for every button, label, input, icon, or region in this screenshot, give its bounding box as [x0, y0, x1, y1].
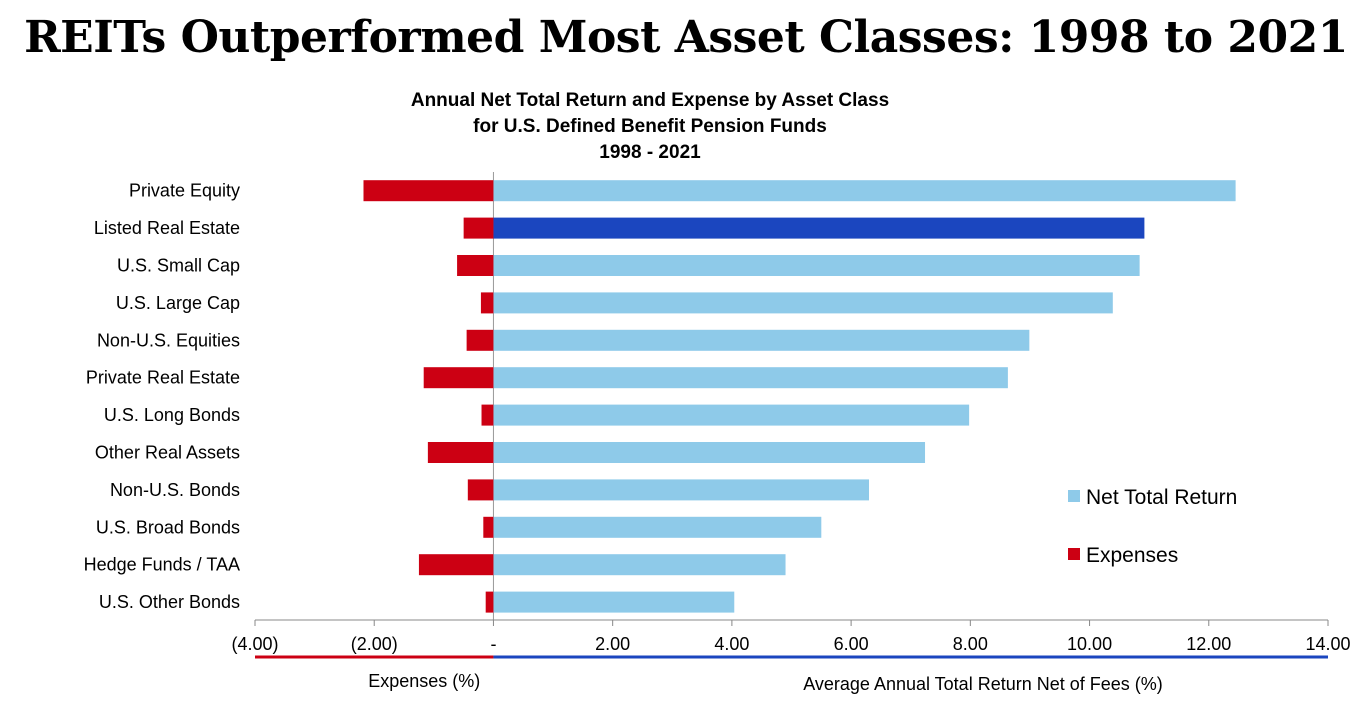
category-label: Non-U.S. Equities — [97, 330, 240, 350]
expense-bar — [466, 329, 494, 351]
legend-label-net-total-return: Net Total Return — [1086, 486, 1237, 509]
net-return-bar — [493, 292, 1113, 314]
expense-bar — [457, 255, 494, 276]
expense-bar — [480, 292, 494, 314]
expense-bar — [363, 180, 494, 202]
net-return-bar — [493, 404, 970, 426]
net-return-bar — [493, 554, 786, 576]
expense-bar — [483, 516, 494, 538]
net-return-bar — [493, 442, 926, 463]
chart-subtitle-line-1: for U.S. Defined Benefit Pension Funds — [473, 116, 827, 137]
net-return-bar — [493, 217, 1145, 239]
x-tick-label: 4.00 — [714, 634, 749, 654]
category-label: U.S. Other Bonds — [99, 592, 240, 612]
net-return-bar — [493, 367, 1008, 389]
x-tick-label: 8.00 — [953, 634, 988, 654]
category-label: U.S. Large Cap — [116, 293, 240, 313]
net-return-bar — [493, 329, 1030, 351]
x-tick-label: 6.00 — [834, 634, 869, 654]
category-label: U.S. Long Bonds — [104, 405, 240, 425]
net-return-bar — [493, 516, 822, 538]
category-label: U.S. Small Cap — [117, 256, 240, 276]
headline: REITs Outperformed Most Asset Classes: 1… — [24, 12, 1348, 63]
chart-title: Annual Net Total Return and Expense by A… — [410, 90, 890, 111]
legend-swatch-net-total-return — [1068, 490, 1080, 502]
legend-swatch-expenses — [1068, 548, 1080, 560]
net-return-bar — [493, 479, 869, 501]
net-return-bar — [493, 180, 1236, 202]
net-return-bar — [493, 255, 1140, 276]
expense-bar — [418, 554, 494, 576]
category-label: Other Real Assets — [95, 443, 240, 463]
expense-bar — [485, 591, 494, 613]
x-tick-label: 2.00 — [595, 634, 630, 654]
x-tick-label: 10.00 — [1067, 634, 1112, 654]
x-tick-label: 12.00 — [1186, 634, 1231, 654]
x-tick-label: (4.00) — [231, 634, 278, 654]
expense-bar — [463, 217, 494, 239]
x-tick-label: 14.00 — [1305, 634, 1350, 654]
legend-label-expenses: Expenses — [1086, 544, 1178, 567]
category-label: Private Real Estate — [86, 368, 240, 388]
expense-bar — [427, 442, 494, 463]
category-label: Listed Real Estate — [94, 218, 240, 238]
category-label: Non-U.S. Bonds — [110, 480, 240, 500]
x-axis-title-expenses: Expenses (%) — [368, 671, 480, 691]
expense-bar — [467, 479, 494, 501]
chart-subtitle-line-2: 1998 - 2021 — [599, 142, 701, 163]
category-label: Hedge Funds / TAA — [84, 555, 240, 575]
x-axis-title-returns: Average Annual Total Return Net of Fees … — [803, 674, 1163, 694]
net-return-bar — [493, 591, 735, 613]
category-label: U.S. Broad Bonds — [96, 517, 240, 537]
x-tick-label: - — [490, 634, 496, 654]
category-label: Private Equity — [129, 181, 240, 201]
expense-bar — [423, 367, 494, 389]
x-tick-label: (2.00) — [351, 634, 398, 654]
expense-bar — [481, 404, 494, 426]
